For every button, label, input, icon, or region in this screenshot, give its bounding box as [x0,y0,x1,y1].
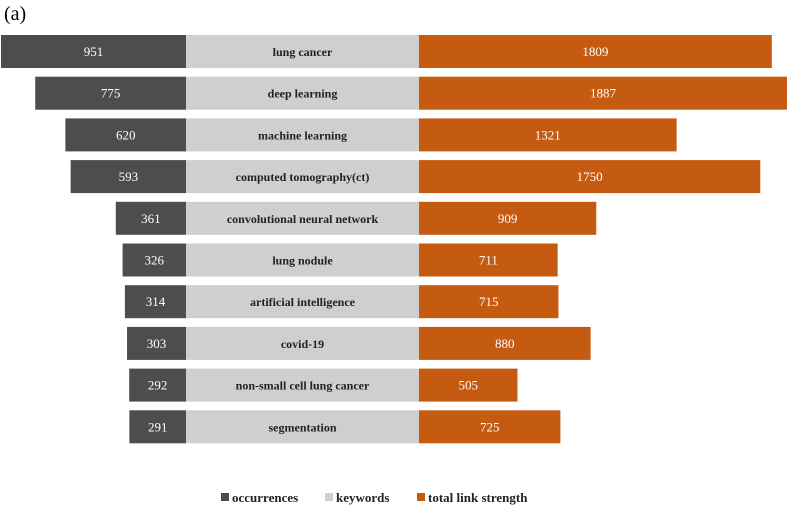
occurrences-value-label: 593 [119,169,139,184]
total-link-strength-bar [419,35,772,68]
keyword-label: artificial intelligence [250,295,356,309]
legend-label: total link strength [428,490,528,505]
keyword-box [186,201,419,235]
total-link-strength-value-label: 909 [498,211,518,226]
occurrences-bar [115,201,186,235]
keyword-label: lung cancer [273,45,333,59]
total-link-strength-value-label: 1887 [590,86,617,101]
occurrences-bar [35,76,187,110]
legend-swatch [417,493,425,501]
occurrences-bar [65,118,186,152]
occurrences-bar [124,285,186,319]
occurrences-bar [70,160,186,194]
occurrences-value-label: 292 [148,378,168,393]
total-link-strength-bar [419,76,787,110]
occurrences-value-label: 951 [84,44,104,59]
total-link-strength-value-label: 1321 [535,127,561,142]
total-link-strength-value-label: 1750 [577,169,603,184]
occurrences-value-label: 291 [148,419,168,434]
legend-swatch [221,493,229,501]
total-link-strength-bar [419,243,558,277]
occurrences-value-label: 314 [146,294,166,309]
keyword-box [186,76,419,110]
keyword-label: covid-19 [281,337,324,351]
panel-label: (a) [4,3,26,25]
total-link-strength-value-label: 505 [458,378,478,393]
keyword-box [186,35,419,68]
keyword-box [186,285,419,319]
keyword-label: lung nodule [272,254,333,268]
occurrences-value-label: 326 [145,253,165,268]
keyword-label: deep learning [268,87,338,101]
keyword-box [186,243,419,277]
occurrences-value-label: 775 [101,86,121,101]
total-link-strength-bar [419,118,677,152]
total-link-strength-bar [419,201,597,235]
total-link-strength-value-label: 715 [479,294,499,309]
total-link-strength-bar [419,160,761,194]
keyword-box [186,368,419,402]
total-link-strength-value-label: 1809 [582,44,608,59]
legend-label: occurrences [232,490,298,505]
bars-group: 951 lung cancer 1809 775 deep learning 1887 62… [1,35,787,444]
occurrences-value-label: 303 [147,336,167,351]
occurrences-value-label: 620 [116,127,136,142]
legend: occurrences keywords total link strength [221,490,528,505]
total-link-strength-value-label: 880 [495,336,515,351]
keyword-box [186,410,419,444]
occurrences-bar [129,410,186,444]
total-link-strength-bar [419,368,518,402]
keyword-box [186,326,419,360]
keyword-label: machine learning [258,128,347,142]
keyword-label: computed tomography(ct) [236,170,370,184]
total-link-strength-bar [419,326,591,360]
occurrences-bar [1,35,186,68]
occurrences-bar [129,368,186,402]
total-link-strength-bar [419,285,559,319]
occurrences-bar [122,243,186,277]
total-link-strength-value-label: 725 [480,419,500,434]
legend-label: keywords [336,490,389,505]
keyword-label: non-small cell lung cancer [236,379,370,393]
total-link-strength-value-label: 711 [479,253,498,268]
legend-swatch [325,493,333,501]
keyword-label: convolutional neural network [227,212,379,226]
keyword-box [186,118,419,152]
keyword-label: segmentation [269,420,337,434]
occurrences-bar [127,326,186,360]
keyword-box [186,160,419,194]
total-link-strength-bar [419,410,561,444]
occurrences-value-label: 361 [141,211,161,226]
